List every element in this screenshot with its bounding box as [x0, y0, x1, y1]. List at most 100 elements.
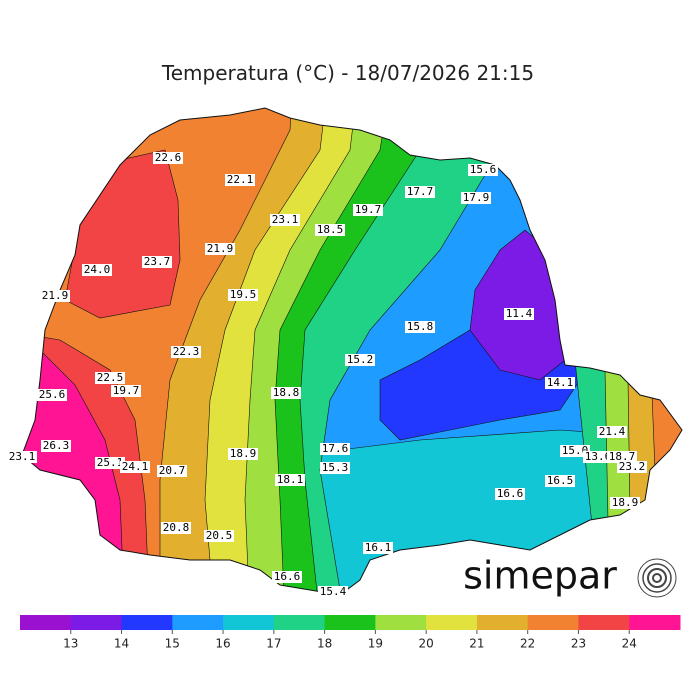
- station-label: 26.3: [43, 439, 70, 452]
- logo-icon: [637, 558, 677, 598]
- colorbar-swatch: [629, 615, 681, 630]
- label-box: [320, 462, 350, 474]
- station-label: 18.8: [273, 386, 300, 399]
- station-label: 23.1: [272, 213, 299, 226]
- temperature-band: [64, 149, 181, 319]
- label-box: [468, 164, 498, 176]
- label-box: [7, 451, 37, 463]
- label-box: [270, 214, 300, 226]
- station-label: 20.8: [163, 521, 190, 534]
- station-label: 14.1: [547, 376, 574, 389]
- colorbar-swatch: [476, 615, 529, 630]
- colorbar-swatch: [20, 615, 72, 630]
- label-box: [271, 387, 301, 399]
- colorbar-tick-label: 19: [368, 637, 383, 651]
- station-label: 11.4: [506, 307, 533, 320]
- station-label: 15.6: [470, 163, 497, 176]
- label-box: [228, 448, 258, 460]
- station-label: 19.7: [355, 203, 382, 216]
- label-box: [95, 457, 125, 469]
- temperature-band: [651, 394, 682, 481]
- label-box: [204, 530, 234, 542]
- station-label: 15.8: [407, 320, 434, 333]
- label-box: [363, 542, 393, 554]
- station-label: 22.6: [155, 151, 182, 164]
- station-label: 18.9: [230, 447, 257, 460]
- station-label: 20.7: [159, 464, 186, 477]
- label-box: [583, 451, 613, 463]
- station-label: 15.0: [562, 444, 589, 457]
- label-box: [111, 385, 141, 397]
- colorbar-swatch: [527, 615, 579, 630]
- station-label: 24.0: [84, 263, 111, 276]
- label-box: [225, 174, 255, 186]
- label-box: [142, 256, 172, 268]
- station-label: 15.3: [322, 461, 349, 474]
- station-label: 24.1: [122, 460, 149, 473]
- station-label: 21.4: [599, 425, 626, 438]
- colorbar-swatch: [426, 615, 478, 630]
- station-label: 22.3: [173, 345, 200, 358]
- colorbar-tick-label: 13: [63, 637, 78, 651]
- station-label: 23.7: [144, 255, 171, 268]
- label-box: [405, 321, 435, 333]
- colorbar-tick-label: 24: [622, 637, 637, 651]
- colorbar-swatch: [375, 615, 427, 630]
- title: Temperatura (°C) - 18/07/2026 21:15: [161, 61, 534, 85]
- colorbar-swatch: [121, 615, 173, 630]
- station-label: 20.5: [206, 529, 233, 542]
- label-box: [461, 192, 491, 204]
- label-box: [82, 264, 112, 276]
- label-box: [228, 289, 258, 301]
- colorbar-tick-label: 15: [165, 637, 180, 651]
- label-box: [315, 224, 345, 236]
- station-label: 16.1: [365, 541, 392, 554]
- label-box: [120, 461, 150, 473]
- label-box: [353, 204, 383, 216]
- station-label: 18.7: [609, 450, 636, 463]
- station-label: 18.9: [612, 496, 639, 509]
- label-box: [607, 451, 637, 463]
- label-box: [153, 152, 183, 164]
- label-box: [95, 372, 125, 384]
- station-label: 19.7: [113, 384, 140, 397]
- colorbar-swatch: [273, 615, 326, 630]
- station-label: 13.6: [585, 450, 612, 463]
- logo: simepar: [463, 554, 617, 598]
- station-labels: 22.6 22.1 23.1 18.5 19.7 17.7 15.6 17.9 24.0 23.7…: [7, 151, 647, 598]
- label-box: [41, 440, 71, 452]
- state-outline: [21, 107, 683, 596]
- colorbar-tick-label: 23: [571, 637, 586, 651]
- station-label: 18.1: [277, 473, 304, 486]
- colorbar-swatch: [172, 615, 224, 630]
- station-label: 16.6: [497, 487, 524, 500]
- label-box: [275, 474, 305, 486]
- label-box: [405, 186, 435, 198]
- colorbar: 13 14 15 16 17 18 19 20 21 22 23 24: [20, 615, 681, 651]
- station-label: 19.5: [230, 288, 257, 301]
- colorbar-tick-label: 21: [469, 637, 484, 651]
- station-label: 17.6: [322, 442, 349, 455]
- label-box: [345, 354, 375, 366]
- station-label: 18.5: [317, 223, 344, 236]
- station-label: 15.4: [320, 585, 347, 598]
- station-label: 23.2: [619, 460, 646, 473]
- colorbar-swatch: [70, 615, 123, 630]
- colorbar-tick-label: 22: [520, 637, 535, 651]
- station-label: 22.5: [97, 371, 124, 384]
- colorbar-swatch: [324, 615, 376, 630]
- colorbar-tick-label: 16: [215, 637, 230, 651]
- label-box: [504, 308, 534, 320]
- colorbar-swatch: [223, 615, 275, 630]
- label-box: [320, 443, 350, 455]
- label-box: [171, 346, 201, 358]
- station-label: 25.6: [39, 388, 66, 401]
- label-box: [37, 389, 67, 401]
- label-box: [40, 290, 70, 302]
- station-label: 21.9: [207, 242, 234, 255]
- colorbar-tick-label: 14: [114, 637, 129, 651]
- label-box: [545, 377, 575, 389]
- colorbar-tick-label: 18: [317, 637, 332, 651]
- station-label: 16.6: [274, 570, 301, 583]
